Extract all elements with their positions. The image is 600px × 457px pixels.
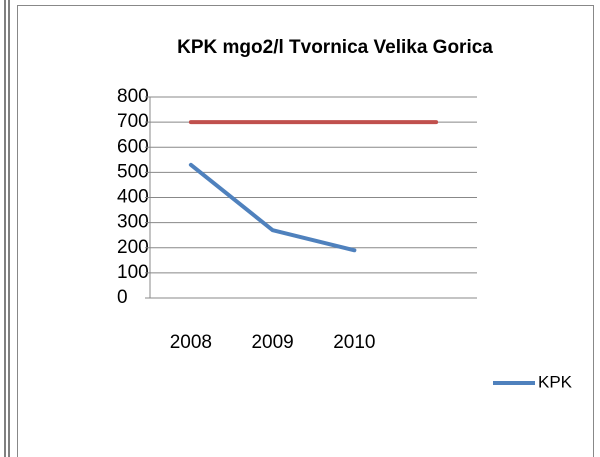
x-tick-label: 2008 [170, 332, 212, 353]
y-tick-label: 800 [117, 86, 149, 107]
legend-label: KPK [538, 372, 573, 391]
y-tick-label: 0 [117, 287, 128, 308]
x-tick-label: 2010 [333, 332, 375, 353]
series-line [188, 162, 357, 253]
y-tick-label: 500 [117, 161, 149, 182]
y-tick-label: 100 [117, 262, 149, 283]
y-tick-label: 200 [117, 237, 149, 258]
chart-title: KPK mgo2/l Tvornica Velika Gorica [177, 37, 493, 58]
y-tick-label: 600 [117, 136, 149, 157]
y-tick-label: 700 [117, 111, 149, 132]
y-tick-label: 300 [117, 212, 149, 233]
y-tick-label: 400 [117, 187, 149, 208]
chart-border [17, 5, 594, 457]
x-tick-label: 2009 [251, 332, 293, 353]
